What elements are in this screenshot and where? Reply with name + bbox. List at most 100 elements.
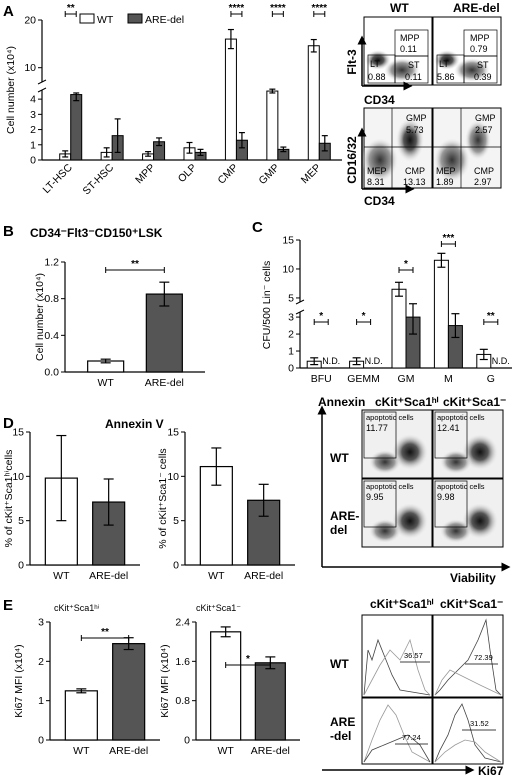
bar-wt <box>210 631 242 741</box>
panel-E-chart-1: 0 1 2 3 Ki67 MFI (x10⁴) WT ARE-del ** <box>13 617 160 757</box>
flow-axis-y: Annexin <box>318 395 365 409</box>
panel-D-label: D <box>3 415 14 432</box>
y-tick-label: 0.8 <box>44 293 59 305</box>
y-tick-label: 0 <box>288 363 294 375</box>
x-tick-label: ARE-del <box>109 745 148 757</box>
legend-wt-swatch <box>79 13 95 24</box>
gate-value: 9.98 <box>437 492 455 502</box>
flow-axis-x: Ki67 <box>478 764 504 778</box>
y-tick-label: 10 <box>24 62 36 74</box>
sig-label: ** <box>131 259 139 270</box>
flow-axis-y: CD16/32 <box>345 136 359 184</box>
y-axis-label: CFU/500 Lin⁻ cells <box>261 261 273 349</box>
gate-label: CMP <box>405 166 425 176</box>
flow-col-2: cKit⁺Sca1⁻ <box>440 597 503 611</box>
sig-label: *** <box>443 233 455 244</box>
gate-value: 72.39 <box>474 653 493 662</box>
nd-label: N.D. <box>322 356 340 366</box>
sig-label: * <box>404 259 408 270</box>
y-tick-label: 1.2 <box>44 257 59 269</box>
histogram-e4: 31.52 <box>432 697 504 765</box>
panel-B-title: CD34⁻Flt3⁻CD150⁺LSK <box>30 226 163 240</box>
axis-break <box>37 79 47 85</box>
panel-E-chart1-title: cKit⁺Sca1ʰⁱ <box>54 603 100 613</box>
bar-wt <box>224 38 237 161</box>
panel-A-chart: 0 1 2 3 4 10 20 Cell number (x10⁴) LT-HSC ST-HSC M… <box>5 3 342 197</box>
y-tick-label: 3 <box>30 109 36 121</box>
panel-A-legend: WT ARE-del <box>79 13 184 26</box>
y-tick-label: 15 <box>167 427 179 439</box>
x-tick-label: ARE-del <box>244 570 283 582</box>
flow-row-aredel-2: del <box>330 523 347 537</box>
x-tick-label: GM <box>398 373 415 385</box>
x-tick-label: G <box>487 373 495 385</box>
panel-C-chart: 0 1 2 3 5 10 15 CFU/500 Lin⁻ cells N.D. BFU * N.D. G… <box>261 233 512 385</box>
gate-value: 0.79 <box>470 44 488 54</box>
y-tick-label: 20 <box>24 15 36 27</box>
flow-col-1: cKit⁺Sca1ʰⁱ <box>375 395 439 409</box>
gate-label: MEP <box>367 166 387 176</box>
y-tick-label: 0 <box>173 560 179 572</box>
x-tick-label: CMP <box>216 162 241 187</box>
gate-value: 36.57 <box>404 651 423 660</box>
gate-value: 2.57 <box>475 125 493 135</box>
x-tick-label: M <box>444 373 453 385</box>
y-tick-label: 0 <box>30 155 36 167</box>
y-tick-label: 1 <box>30 139 36 151</box>
bar-wt <box>266 90 279 161</box>
gate-label: apoptotic cells <box>437 413 485 422</box>
histogram-e3: 77.24 <box>361 697 433 765</box>
y-axis-label: Cell number (x10⁴) <box>5 46 17 134</box>
sig-label: **** <box>229 3 245 14</box>
panel-B-label: B <box>3 223 14 240</box>
bar-aredel <box>70 94 83 161</box>
x-tick-label: WT <box>53 570 70 582</box>
sig-label: **** <box>270 3 286 14</box>
y-tick-label: 5 <box>288 292 294 304</box>
x-tick-label: LT-HSC <box>40 161 75 196</box>
gate-value: 5.73 <box>406 125 424 135</box>
nd-label: N.D. <box>365 356 383 366</box>
y-tick-label: 1.6 <box>175 656 190 668</box>
x-tick-label: WT <box>73 745 90 757</box>
sig-label: ** <box>487 311 495 322</box>
gate-label: CMP <box>474 166 494 176</box>
flow-row-aredel: ARE <box>330 715 355 729</box>
sig-label: **** <box>311 3 327 14</box>
gate-label: MEP <box>436 166 456 176</box>
x-tick-label: WT <box>218 745 235 757</box>
x-tick-label: GEMM <box>347 373 380 385</box>
legend-aredel-label: ARE-del <box>145 14 184 26</box>
flow-col-2: cKit⁺Sca1⁻ <box>443 395 506 409</box>
gate-value: 9.95 <box>366 492 384 502</box>
sig-label: * <box>319 311 323 322</box>
panel-A-flow: WT ARE-del MPP 0.11 LT 0.88 ST 0.11 MPP … <box>345 1 502 208</box>
x-tick-label: ARE-del <box>145 377 184 389</box>
gate-label: LT <box>439 59 449 69</box>
flow-axis-x: Viability <box>450 571 496 585</box>
gate-value: 8.31 <box>367 177 385 187</box>
flow-plot-d3: apoptotic cells 9.95 <box>361 478 433 548</box>
legend-wt-label: WT <box>97 14 114 26</box>
x-tick-label: ARE-del <box>89 570 128 582</box>
x-tick-label: OLP <box>176 162 199 185</box>
gate-value: 1.89 <box>436 177 454 187</box>
sig-label: * <box>246 654 250 665</box>
panel-B-chart: 0.0 0.4 0.8 1.2 Cell number (x10⁴) WT ARE-del *… <box>34 257 205 389</box>
flow-blob <box>454 58 490 82</box>
gate-value: 13.13 <box>403 177 426 187</box>
y-tick-label: 10 <box>12 471 24 483</box>
y-tick-label: 2 <box>288 329 294 341</box>
y-tick-label: 0 <box>38 735 44 747</box>
x-tick-label: MPP <box>133 162 158 187</box>
gate-value: 77.24 <box>402 733 421 742</box>
gate-value: 0.39 <box>474 72 492 82</box>
y-tick-label: 15 <box>12 427 24 439</box>
bar-wt <box>433 259 449 369</box>
gate-value: 2.97 <box>474 177 492 187</box>
y-axis-label: % of cKit⁺Sca1⁻ cells <box>157 448 169 548</box>
x-tick-label: WT <box>98 377 115 389</box>
panel-D-chart-1: 0 5 10 15 % of cKit⁺Sca1ʰⁱcells WT ARE-del <box>3 427 140 582</box>
bar-wt <box>307 45 320 161</box>
y-axis-label: Ki67 MFI (x10⁴) <box>13 644 25 717</box>
